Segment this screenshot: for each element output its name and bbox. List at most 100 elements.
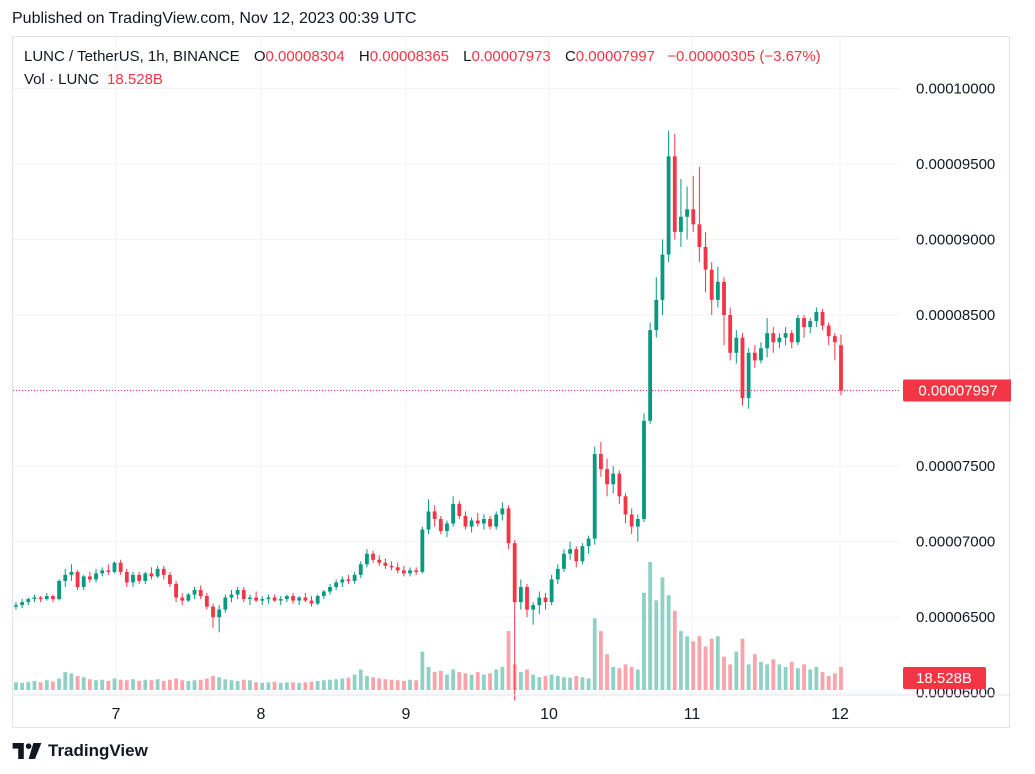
volume-bar (494, 669, 499, 690)
volume-bar (401, 681, 406, 690)
candle-body (124, 571, 129, 583)
candle-body (463, 515, 468, 527)
candle-body (168, 574, 172, 584)
candle-body (309, 600, 314, 604)
volume-bar (506, 631, 511, 690)
published-caption: Published on TradingView.com, Nov 12, 20… (12, 10, 417, 27)
volume-bar (820, 672, 825, 690)
volume-bar (746, 664, 751, 690)
volume-bar (432, 672, 437, 690)
candle-body (328, 586, 332, 592)
candle-body (383, 562, 388, 566)
volume-bar (488, 673, 492, 690)
candle-body (555, 568, 560, 580)
volume-bar (789, 661, 794, 690)
candle-body (685, 209, 689, 217)
candle-body (697, 224, 702, 248)
volume-bar (69, 673, 74, 690)
candle-body (14, 605, 18, 607)
footer-brand[interactable]: TradingView (12, 741, 148, 761)
candle-body (826, 325, 831, 337)
volume-bar (642, 592, 646, 690)
candle-body (795, 318, 800, 343)
volume-bar (38, 682, 43, 690)
volume-bar (679, 631, 683, 690)
volume-bar (482, 674, 486, 690)
volume-bar (371, 677, 375, 690)
candle-body (691, 209, 696, 225)
candle-body (57, 580, 62, 600)
candle-body (679, 216, 683, 232)
candle-body (654, 299, 659, 331)
volume-bar (143, 679, 148, 690)
volume-bar (586, 678, 591, 690)
candle-body (106, 570, 111, 572)
volume-bar (124, 680, 129, 690)
candle-body (789, 333, 794, 343)
volume-bar (617, 668, 622, 690)
candle-body (248, 597, 252, 600)
candle-body (543, 597, 548, 603)
volume-bar (654, 600, 659, 690)
candle-body (562, 553, 566, 569)
candle-body (728, 315, 733, 353)
time-tick-label: 11 (684, 706, 701, 723)
volume-bar (543, 675, 548, 690)
candle-body (574, 549, 579, 562)
candle-body (759, 348, 763, 361)
volume-bar (814, 666, 819, 690)
candle-body (722, 281, 726, 316)
volume-bar (685, 636, 689, 690)
time-axis: 7 8 9 10 11 12 (13, 694, 1011, 723)
candle-body (260, 599, 265, 601)
candle-body (623, 496, 628, 515)
chart-frame[interactable]: 0.00010000 0.00009500 0.00009000 0.00008500… (12, 36, 1011, 729)
ohlc-legend: LUNC / TetherUS, 1h, BINANCE O0.00008304… (24, 48, 821, 65)
price-tick-label: 0.00007500 (916, 458, 995, 475)
volume-bar (414, 680, 419, 690)
symbol-label: LUNC / TetherUS, 1h, BINANCE (24, 48, 240, 65)
volume-bar (321, 680, 326, 690)
candle-body (63, 574, 68, 581)
candle-body (334, 582, 339, 587)
volume-bar (691, 641, 696, 690)
price-tick-label: 0.00010000 (916, 80, 995, 97)
candle-body (475, 520, 480, 524)
candle-body (284, 596, 289, 600)
candle-body (414, 570, 419, 572)
volume-legend: Vol · LUNC 18.528B (24, 71, 163, 88)
candle-body (303, 597, 308, 601)
candle-body (20, 602, 25, 606)
volume-bar (715, 636, 720, 690)
price-axis: 0.00010000 0.00009500 0.00009000 0.00008500… (13, 80, 1011, 702)
candle-body (229, 594, 234, 598)
candle-body (740, 337, 745, 399)
volume-bar (303, 682, 308, 690)
volume-bar (223, 679, 228, 690)
candle-body (617, 473, 622, 497)
candle-body (537, 597, 542, 606)
last-price-label: 0.00007997 (918, 383, 997, 400)
candle-body (445, 523, 449, 532)
volume-bar (131, 679, 135, 690)
volume-bar (161, 681, 166, 690)
volume-bar (155, 679, 160, 690)
volume-bar (235, 681, 240, 690)
candle-body (26, 599, 31, 603)
candle-body (346, 579, 351, 581)
volume-bar (100, 679, 105, 690)
candle-body (241, 589, 246, 600)
volume-bar (759, 661, 763, 690)
candlestick-chart[interactable]: 0.00010000 0.00009500 0.00009000 0.00008500… (13, 37, 1011, 729)
volume-bar (832, 673, 837, 690)
candle-body (365, 553, 369, 565)
candle-body (488, 518, 492, 527)
candle-body (457, 503, 462, 516)
candle-body (44, 596, 49, 600)
candle-body (81, 576, 86, 587)
volume-bar (229, 680, 234, 690)
volume-bar (463, 673, 468, 690)
volume-bar (722, 656, 726, 690)
volume-bar (266, 682, 271, 690)
candle-body (266, 597, 271, 600)
